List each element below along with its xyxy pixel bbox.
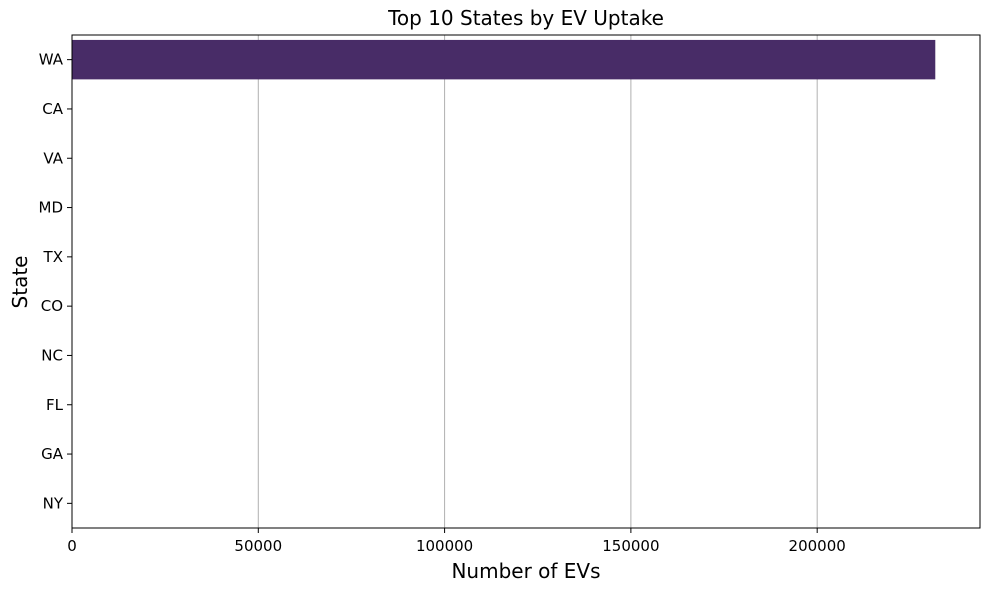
y-tick-label: VA — [43, 149, 63, 167]
plot-frame — [71, 34, 981, 529]
y-tick-label: FL — [46, 396, 64, 414]
x-axis-title: Number of EVs — [451, 559, 600, 583]
y-axis-title: State — [8, 256, 32, 309]
x-tick-label: 0 — [67, 537, 77, 555]
y-tick-label: CO — [41, 297, 63, 315]
x-tick-label: 150000 — [602, 537, 659, 555]
x-axis-ticks: 0 50000 100000 150000 200000 — [67, 528, 846, 555]
x-gridlines — [257, 35, 818, 528]
y-tick-label: GA — [41, 445, 64, 463]
bars — [72, 39, 936, 524]
y-tick-label: CA — [42, 100, 63, 118]
y-tick-label: NC — [41, 346, 63, 364]
x-tick-label: 100000 — [416, 537, 473, 555]
chart-title: Top 10 States by EV Uptake — [387, 6, 664, 30]
bar-wa — [72, 39, 936, 80]
x-tick-label: 50000 — [234, 537, 282, 555]
y-axis-ticks: WA CA VA MD TX CO NC FL GA NY — [39, 51, 72, 512]
y-tick-label: TX — [43, 248, 63, 266]
y-tick-label: WA — [39, 51, 64, 69]
x-tick-label: 200000 — [789, 537, 846, 555]
y-tick-label: NY — [43, 494, 64, 512]
y-tick-label: MD — [39, 199, 64, 217]
